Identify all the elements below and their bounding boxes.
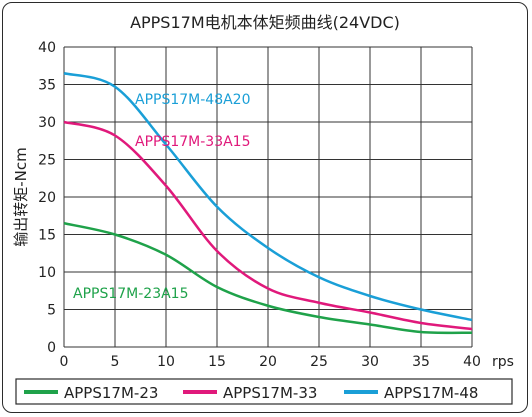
y-tick-label: 40 (38, 40, 56, 56)
series-line-apps17m-23 (63, 222, 473, 335)
y-tick-label: 15 (38, 228, 56, 244)
y-tick-label: 25 (38, 153, 56, 169)
series-line-apps17m-33 (63, 120, 473, 331)
series-lines (63, 72, 473, 335)
y-tick-label: 10 (38, 265, 56, 281)
x-tick-label: 40 (463, 354, 481, 370)
x-tick-label: 20 (259, 354, 277, 370)
series-annotations: APPS17M-23A15 APPS17M-33A15 APPS17M-48A20 (73, 92, 251, 302)
x-tick-label: 5 (111, 354, 120, 370)
legend-box (15, 378, 513, 405)
y-axis-label: 输出转矩-Ncm (12, 147, 30, 247)
y-tick-label: 20 (38, 190, 56, 206)
y-tick-label: 30 (38, 115, 56, 131)
x-tick-label: 0 (60, 354, 69, 370)
y-tick-label: 5 (47, 303, 56, 319)
x-axis-label: rps (492, 354, 514, 370)
x-tick-labels: 0 5 10 15 20 25 30 35 40 (60, 354, 481, 370)
chart-title: APPS17M电机本体矩频曲线(24VDC) (130, 13, 400, 32)
legend-label: APPS17M-23 (64, 384, 158, 402)
x-tick-label: 30 (361, 354, 379, 370)
series-annotation: APPS17M-23A15 (73, 286, 189, 302)
series-line-apps17m-48 (63, 72, 473, 322)
grid (63, 46, 473, 348)
legend-label: APPS17M-33 (223, 384, 317, 402)
y-tick-label: 0 (47, 340, 56, 356)
x-tick-label: 10 (157, 354, 175, 370)
chart-frame (2, 2, 528, 413)
x-tick-label: 35 (412, 354, 430, 370)
x-tick-label: 25 (310, 354, 328, 370)
series-annotation: APPS17M-33A15 (135, 134, 251, 150)
series-annotation: APPS17M-48A20 (135, 92, 251, 108)
y-tick-label: 35 (38, 78, 56, 94)
y-tick-labels: 0 5 10 15 20 25 30 35 40 (38, 40, 56, 356)
legend-label: APPS17M-48 (384, 384, 478, 402)
legend: APPS17M-23 APPS17M-33 APPS17M-48 (24, 384, 478, 402)
x-tick-label: 15 (208, 354, 226, 370)
